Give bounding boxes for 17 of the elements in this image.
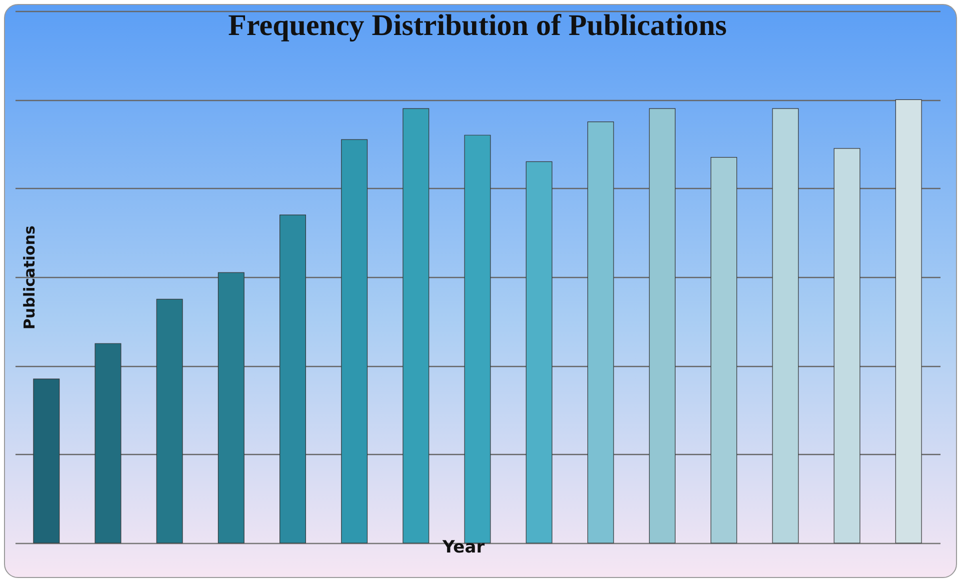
- bar: [710, 157, 738, 544]
- bar: [587, 122, 614, 544]
- bar: [33, 378, 60, 544]
- bar: [895, 99, 922, 544]
- y-axis-title: Publications: [20, 225, 38, 330]
- bar: [834, 148, 860, 544]
- chart-title: Frequency Distribution of Publications: [228, 9, 727, 42]
- bar: [280, 214, 306, 544]
- x-axis-title: Year: [441, 538, 486, 558]
- bar: [156, 298, 183, 544]
- bar: [94, 343, 122, 544]
- bar: [218, 272, 244, 544]
- bar: [649, 108, 676, 544]
- bar: [402, 108, 430, 544]
- bar: [526, 161, 552, 544]
- bar: [772, 108, 799, 544]
- bar: [341, 139, 368, 544]
